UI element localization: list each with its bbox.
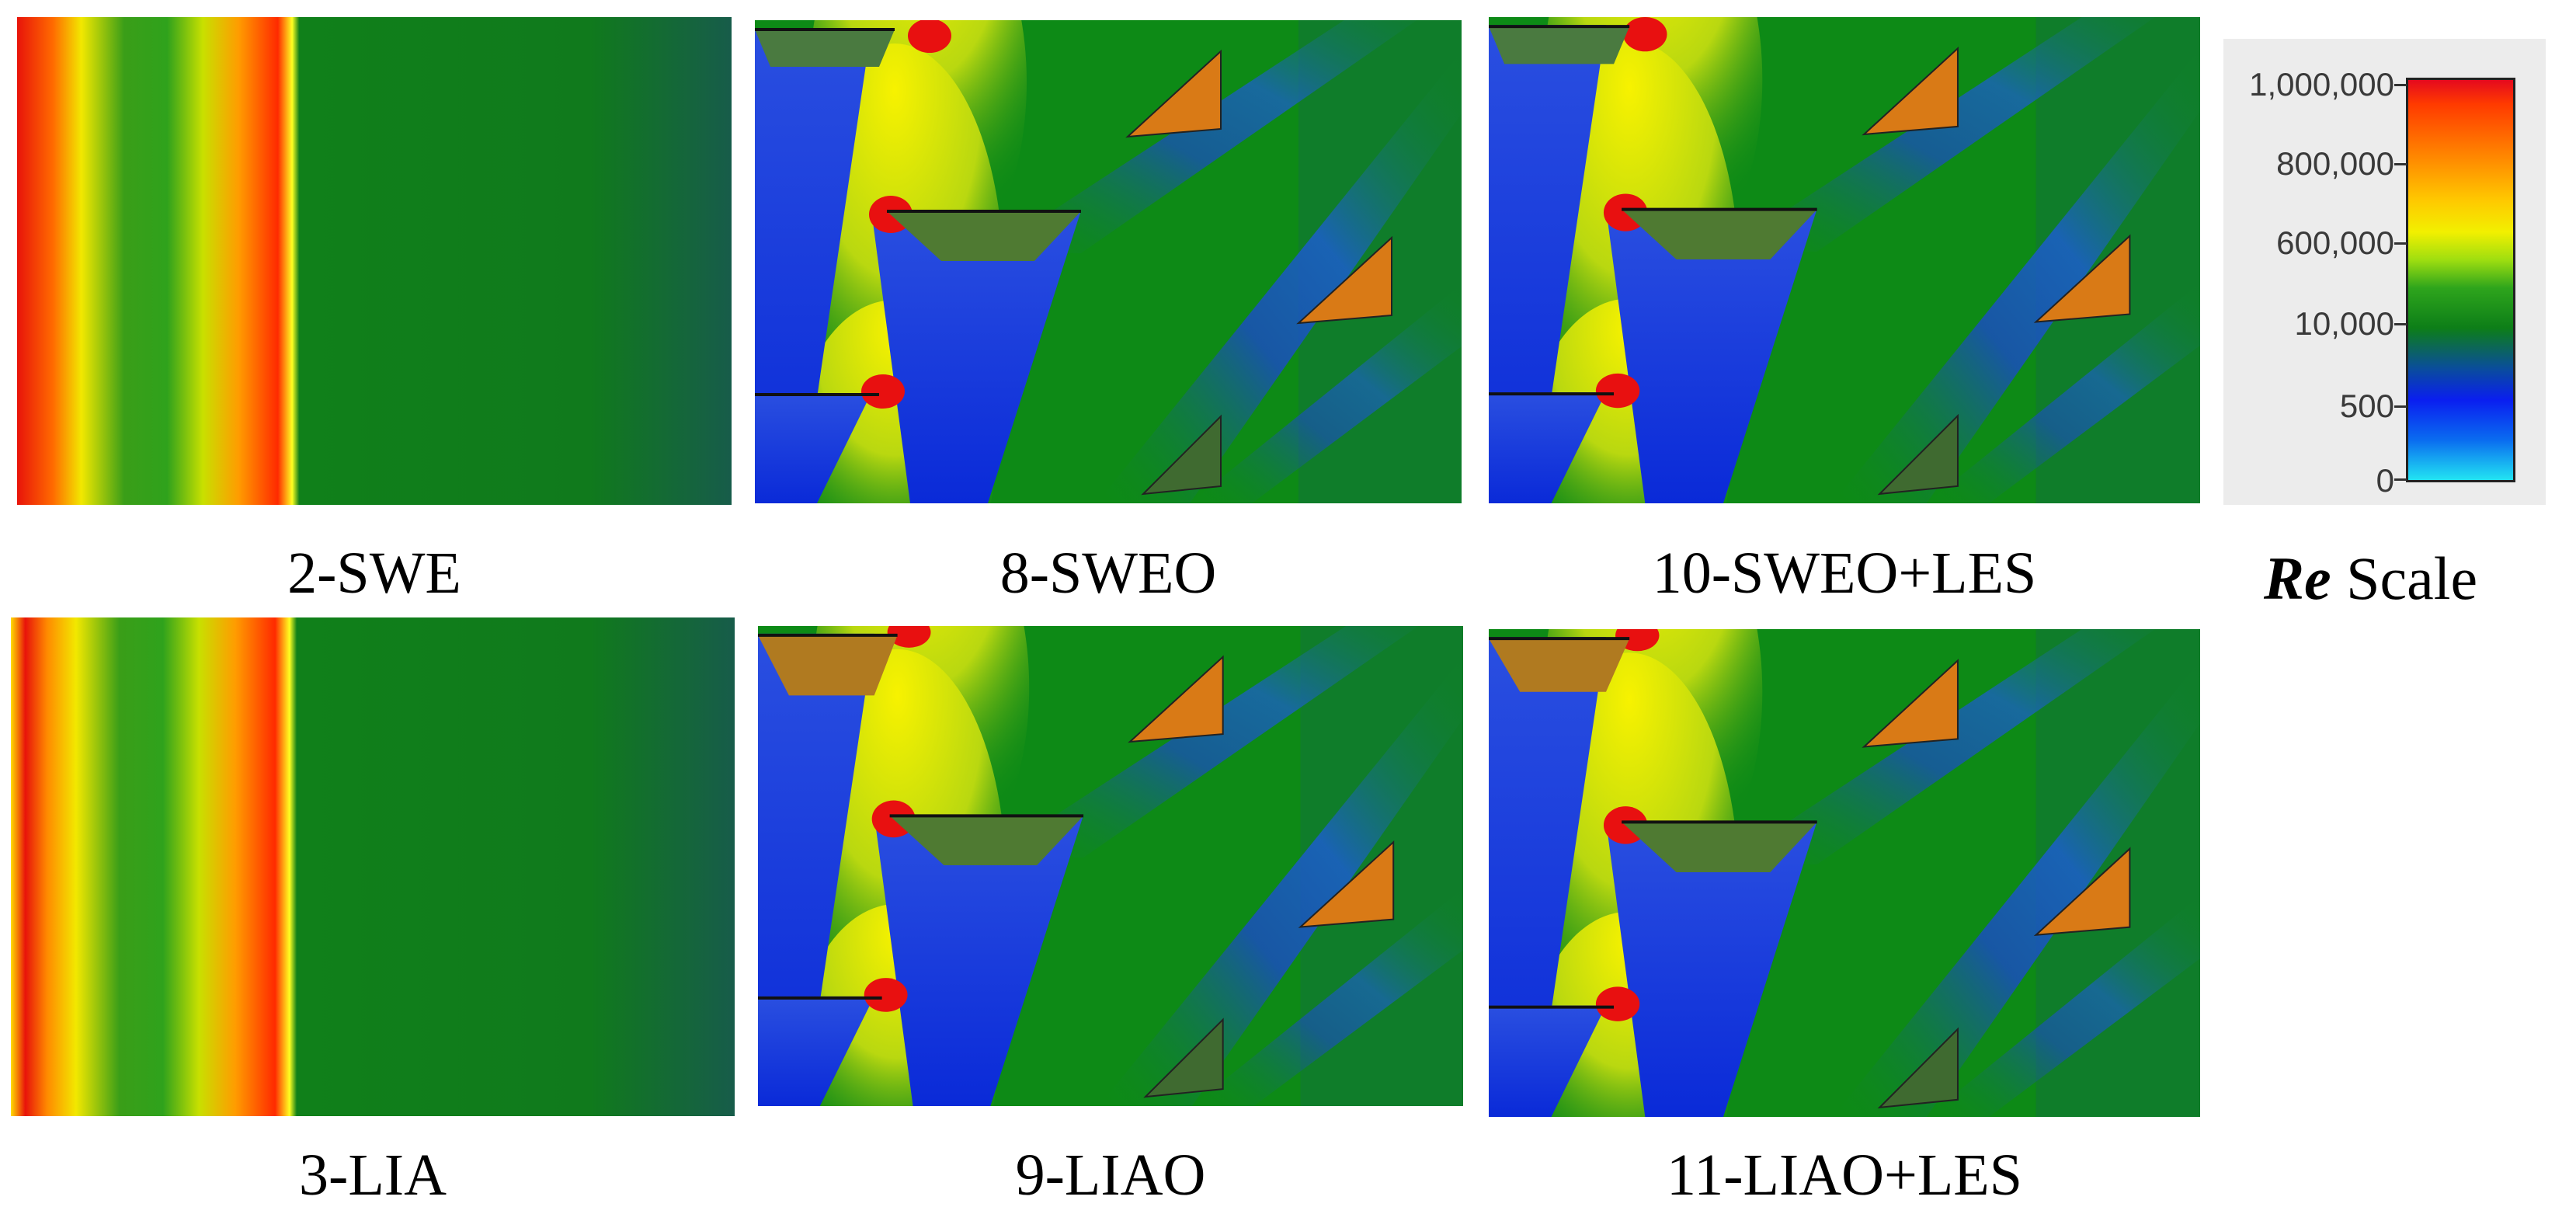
panel-11-liao-les	[1489, 629, 2200, 1117]
scale-tick	[2394, 84, 2407, 86]
panel-3-lia	[11, 617, 735, 1116]
panel-caption: 3-LIA	[299, 1143, 447, 1208]
reynolds-field-orbital	[1489, 17, 2200, 503]
reynolds-field-orbital	[755, 20, 1462, 503]
panel-caption: 9-LIAO	[1015, 1143, 1206, 1208]
scale-caption: Re Scale	[2264, 544, 2477, 614]
panel-caption: 8-SWEO	[999, 541, 1217, 606]
panel-caption: 11-LIAO+LES	[1667, 1143, 2022, 1208]
scale-tick-label: 10,000	[2294, 305, 2394, 342]
scale-tick-label: 800,000	[2276, 145, 2394, 182]
re-scale-legend: 1,000,000 800,000 600,000 10,000 500 0	[2223, 39, 2546, 505]
scale-tick	[2394, 405, 2407, 408]
panel-caption: 2-SWE	[287, 541, 461, 606]
scale-tick	[2394, 478, 2407, 481]
reynolds-field-orbital	[758, 626, 1463, 1106]
scale-tick	[2394, 323, 2407, 325]
scale-tick-label: 0	[2376, 462, 2394, 499]
scale-symbol: Re	[2264, 544, 2331, 612]
colorbar	[2406, 78, 2515, 482]
panel-caption: 10-SWEO+LES	[1652, 541, 2037, 606]
scale-tick-label: 500	[2339, 388, 2394, 424]
reynolds-field-plane	[17, 17, 732, 505]
scale-tick	[2394, 163, 2407, 165]
reynolds-field-plane	[11, 617, 735, 1116]
panel-2-swe	[17, 17, 732, 505]
panel-9-liao	[758, 626, 1463, 1106]
scale-tick	[2394, 242, 2407, 245]
reynolds-field-orbital	[1489, 629, 2200, 1117]
scale-label: Scale	[2346, 544, 2478, 612]
panel-8-sweo	[755, 20, 1462, 503]
scale-tick-label: 600,000	[2276, 224, 2394, 261]
scale-tick-label: 1,000,000	[2249, 66, 2394, 103]
panel-10-sweo-les	[1489, 17, 2200, 503]
